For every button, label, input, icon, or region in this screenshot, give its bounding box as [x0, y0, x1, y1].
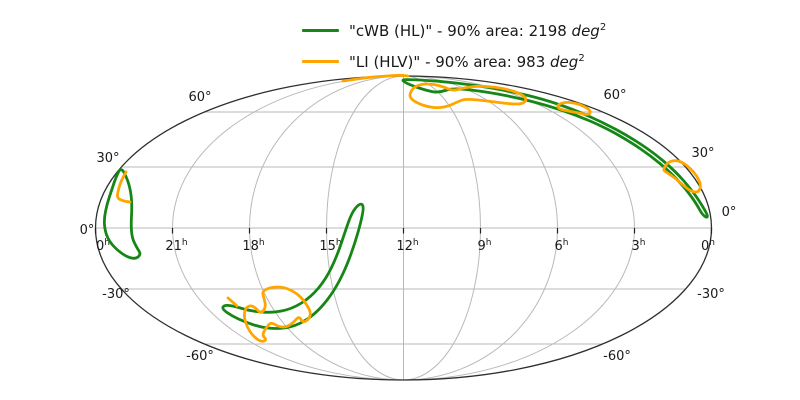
dec-label: -60° [186, 349, 214, 364]
li-north-blob [408, 82, 528, 110]
li-top-edge-arc [341, 73, 410, 83]
cwb-band-northeast [401, 78, 709, 219]
dec-label: 60° [603, 88, 626, 103]
ra-label-3h: 3h [632, 238, 646, 254]
cwb-legend-deg: deg [571, 21, 600, 40]
legend-entry-li: "LI (HLV)" - 90% area: 983 deg2 [302, 51, 606, 72]
ra-label-6h: 6h [555, 238, 569, 254]
cwb-line-swatch [302, 29, 339, 32]
ra-label-9h: 9h [478, 238, 492, 254]
li-line-swatch [302, 60, 339, 63]
cwb-left-edge-loop [102, 168, 142, 260]
cwb-legend-sup: 2 [599, 21, 607, 33]
dec-label: 0° [722, 205, 737, 220]
dec-label: 0° [80, 223, 95, 238]
dec-label: -30° [102, 287, 130, 302]
legend-entry-cwb: "cWB (HL)" - 90% area: 2198 deg2 [302, 20, 606, 41]
ra-label-12h: 12h [396, 238, 418, 254]
dec-label: -30° [697, 287, 725, 302]
ra-label-15h: 15h [319, 238, 341, 254]
dec-label: 60° [188, 90, 211, 105]
li-bottom-dash [226, 296, 239, 308]
li-band-small-loop [556, 100, 592, 116]
legend: "cWB (HL)" - 90% area: 2198 deg2 "LI (HL… [302, 20, 606, 72]
li-legend-sup: 2 [578, 52, 585, 64]
dec-label: -60° [603, 349, 631, 364]
dec-label: 30° [691, 146, 714, 161]
ra-label-0h: 0h [96, 238, 110, 254]
li-legend-text: "LI (HLV)" - 90% area: 983 [349, 52, 551, 71]
ra-label-0h: 0h [701, 238, 715, 254]
dec-label: 30° [96, 151, 119, 166]
li-bottom-squiggle [242, 285, 312, 343]
ra-label-21h: 21h [165, 238, 187, 254]
li-right-edge-oval [662, 159, 702, 194]
li-legend-label: "LI (HLV)" - 90% area: 983 deg2 [349, 53, 585, 71]
cwb-legend-label: "cWB (HL)" - 90% area: 2198 deg2 [349, 22, 606, 40]
li-left-edge-hairpin [116, 170, 132, 204]
cwb-central-banana [221, 202, 365, 330]
li-legend-deg: deg [550, 52, 579, 71]
cwb-legend-text: "cWB (HL)" - 90% area: 2198 [349, 21, 572, 40]
ra-label-18h: 18h [242, 238, 264, 254]
